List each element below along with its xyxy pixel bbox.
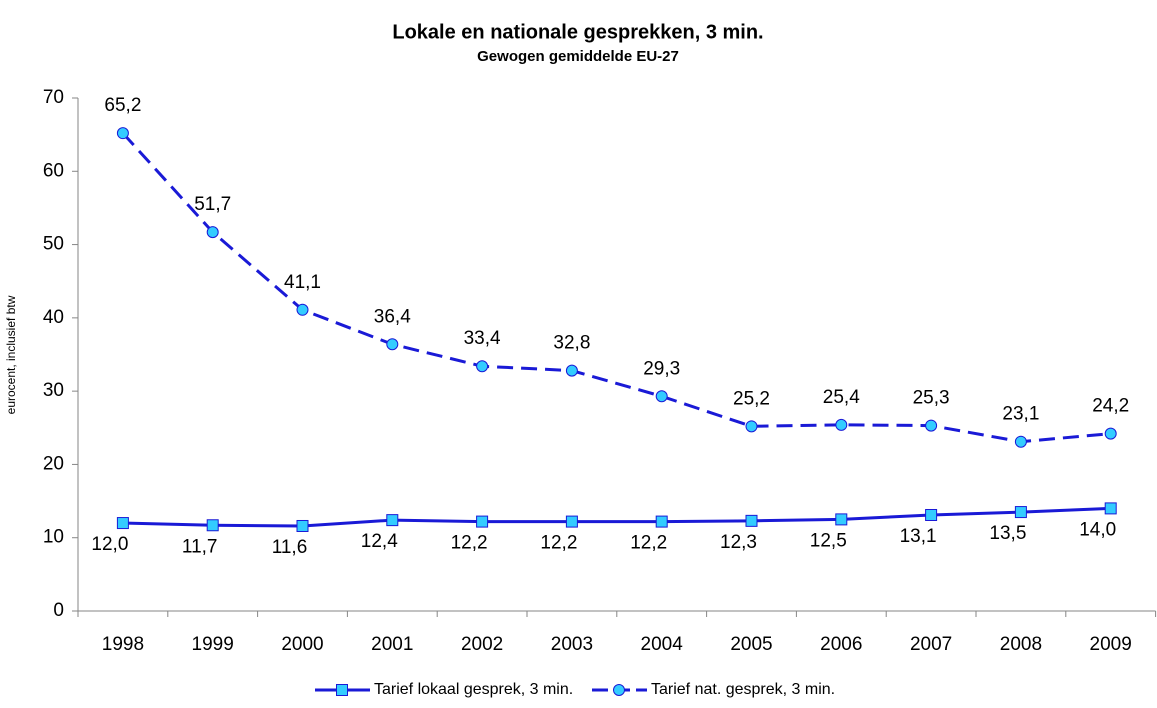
data-label: 12,2 — [451, 533, 488, 554]
marker — [116, 517, 129, 530]
x-tick-label: 1998 — [102, 634, 144, 655]
marker — [476, 515, 489, 528]
y-tick-label: 20 — [43, 453, 64, 474]
y-tick-label: 70 — [43, 87, 64, 108]
marker — [925, 508, 938, 521]
x-tick-label: 1999 — [192, 634, 234, 655]
marker — [386, 338, 399, 351]
data-label: 29,3 — [643, 358, 680, 379]
data-label: 36,4 — [374, 306, 411, 327]
legend-label: Tarief nat. gesprek, 3 min. — [651, 681, 835, 698]
data-label: 51,7 — [194, 194, 231, 215]
marker — [745, 514, 758, 527]
data-label: 32,8 — [553, 333, 590, 354]
data-label: 14,0 — [1079, 519, 1116, 540]
data-label: 12,0 — [91, 534, 128, 555]
marker — [206, 226, 219, 239]
chart-title: Lokale en nationale gesprekken, 3 min. — [392, 21, 763, 43]
data-label: 25,3 — [913, 388, 950, 409]
marker — [925, 419, 938, 432]
data-label: 12,5 — [810, 530, 847, 551]
x-tick-label: 2002 — [461, 634, 503, 655]
x-tick-label: 2005 — [730, 634, 772, 655]
marker — [336, 684, 348, 696]
marker — [1014, 506, 1027, 519]
x-tick-label: 2003 — [551, 634, 593, 655]
marker — [296, 519, 309, 532]
marker — [476, 360, 489, 373]
data-label: 24,2 — [1092, 396, 1129, 417]
series-line — [122, 506, 1111, 528]
marker — [386, 514, 399, 527]
x-tick-label: 2009 — [1090, 634, 1132, 655]
series-line — [121, 132, 1111, 444]
data-label: 11,7 — [182, 536, 218, 557]
x-tick-label: 2008 — [1000, 634, 1042, 655]
x-tick-label: 2007 — [910, 634, 952, 655]
legend-label: Tarief lokaal gesprek, 3 min. — [374, 681, 573, 698]
marker — [655, 515, 668, 528]
chart-subtitle: Gewogen gemiddelde EU-27 — [477, 48, 679, 65]
y-tick-label: 40 — [43, 307, 64, 328]
data-label: 11,6 — [272, 537, 308, 558]
x-tick-label: 2004 — [641, 634, 684, 655]
x-tick-label: 2006 — [820, 634, 862, 655]
marker — [1104, 427, 1117, 440]
marker — [1104, 502, 1117, 515]
data-label: 12,4 — [361, 531, 398, 552]
data-label: 23,1 — [1002, 404, 1039, 425]
data-label: 13,5 — [989, 523, 1026, 544]
marker — [565, 515, 578, 528]
marker — [565, 364, 578, 377]
y-tick-label: 30 — [43, 380, 64, 401]
data-label: 13,1 — [900, 526, 937, 547]
marker — [116, 127, 129, 140]
marker — [613, 684, 625, 696]
data-label: 65,2 — [104, 95, 141, 116]
y-tick-label: 0 — [53, 600, 64, 621]
y-axis-label: eurocent, inclusief btw — [4, 295, 18, 414]
data-label: 41,1 — [284, 272, 321, 293]
marker — [835, 513, 848, 526]
y-tick-label: 60 — [43, 160, 64, 181]
data-label: 12,3 — [720, 532, 757, 553]
data-label: 12,2 — [540, 533, 577, 554]
x-tick-label: 2000 — [281, 634, 323, 655]
x-tick-label: 2001 — [371, 634, 413, 655]
data-label: 33,4 — [464, 328, 501, 349]
marker — [206, 519, 219, 532]
marker — [296, 303, 309, 316]
marker — [655, 390, 668, 403]
marker — [835, 418, 848, 431]
y-tick-label: 10 — [43, 527, 64, 548]
marker — [745, 420, 758, 433]
marker — [1014, 435, 1027, 448]
data-label: 25,2 — [733, 388, 770, 409]
data-label: 12,2 — [630, 533, 667, 554]
data-label: 25,4 — [823, 387, 860, 408]
y-tick-label: 50 — [43, 234, 64, 255]
